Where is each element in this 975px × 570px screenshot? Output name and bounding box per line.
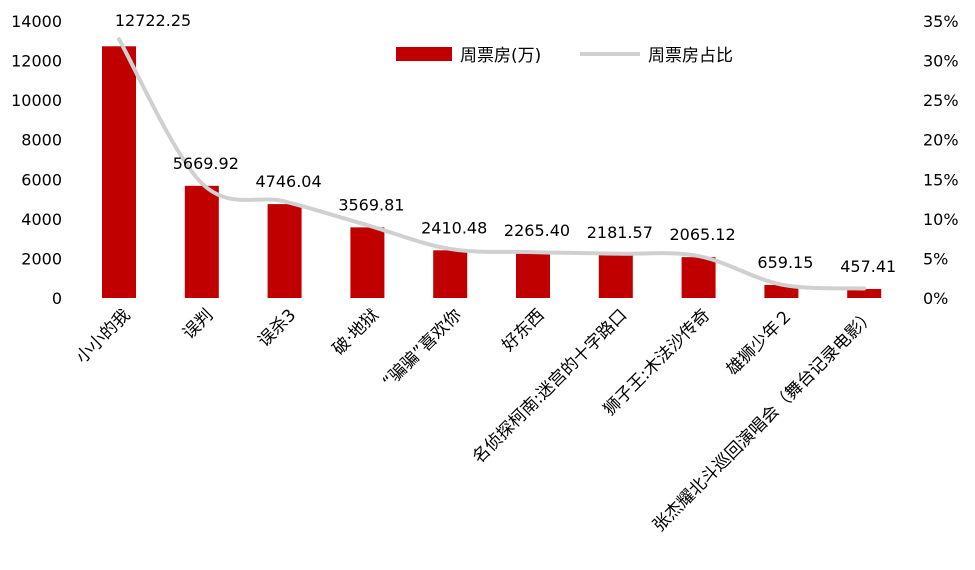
left-tick-label: 6000 [21,170,62,189]
category-label: 雄狮少年２ [723,305,797,379]
data-label: 2265.40 [504,221,570,240]
data-label: 12722.25 [115,11,191,30]
category-label: 好东西 [498,305,548,355]
bar [516,253,550,298]
data-label: 3569.81 [338,195,404,214]
data-label: 457.41 [840,257,896,276]
right-tick-label: 5% [923,249,948,268]
category-label: “骗骗”喜欢你 [379,305,466,392]
left-tick-label: 12000 [11,52,62,71]
right-tick-label: 15% [923,170,959,189]
category-label: 破·地狱 [329,305,383,359]
legend-bar-swatch [396,47,452,61]
right-axis: 0% 5% 10% 15% 20% 25% 30% 35% [923,12,959,308]
bar [598,254,633,298]
bar [267,204,302,298]
right-tick-label: 35% [923,12,959,31]
right-tick-label: 30% [923,52,959,71]
right-tick-label: 25% [923,91,959,110]
category-label: 误杀3 [254,305,300,351]
right-tick-label: 0% [923,289,948,308]
left-axis: 0 2000 4000 6000 8000 10000 12000 14000 [11,12,62,308]
bar [681,257,716,298]
right-tick-label: 20% [923,131,959,150]
left-tick-label: 2000 [21,249,62,268]
category-label: 名侦探柯南:迷宫的十字路口 [469,305,631,467]
data-label: 5669.92 [173,154,239,173]
left-tick-label: 4000 [21,210,62,229]
left-tick-label: 0 [52,289,62,308]
category-label: 小小的我 [72,305,134,367]
data-label: 659.15 [757,253,813,272]
share-line [117,37,867,291]
category-label: 误判 [179,305,217,343]
bar [433,250,468,298]
bar [102,46,136,299]
bar [847,288,882,298]
left-tick-label: 14000 [11,12,62,31]
legend-bar-label: 周票房(万) [460,46,541,66]
data-label: 2410.48 [421,218,487,237]
category-labels: 小小的我 误判 误杀3 破·地狱“骗骗”喜欢你 好东西名侦探柯南:迷宫的十字路口狮子王:… [72,305,879,536]
legend: 周票房(万) 周票房占比 [396,46,733,66]
bar [764,284,799,298]
bar [350,227,385,298]
bar-series [102,46,882,299]
right-tick-label: 10% [923,210,959,229]
left-tick-label: 10000 [11,91,62,110]
data-label: 2065.12 [670,225,736,244]
data-label: 4746.04 [256,172,322,191]
line-series [117,37,867,291]
bar [184,185,219,298]
data-label: 2181.57 [587,223,653,242]
legend-line-label: 周票房占比 [648,46,733,66]
left-tick-label: 8000 [21,131,62,150]
data-labels: 12722.25 5669.92 4746.04 3569.81 2410.48 2265… [115,11,896,276]
